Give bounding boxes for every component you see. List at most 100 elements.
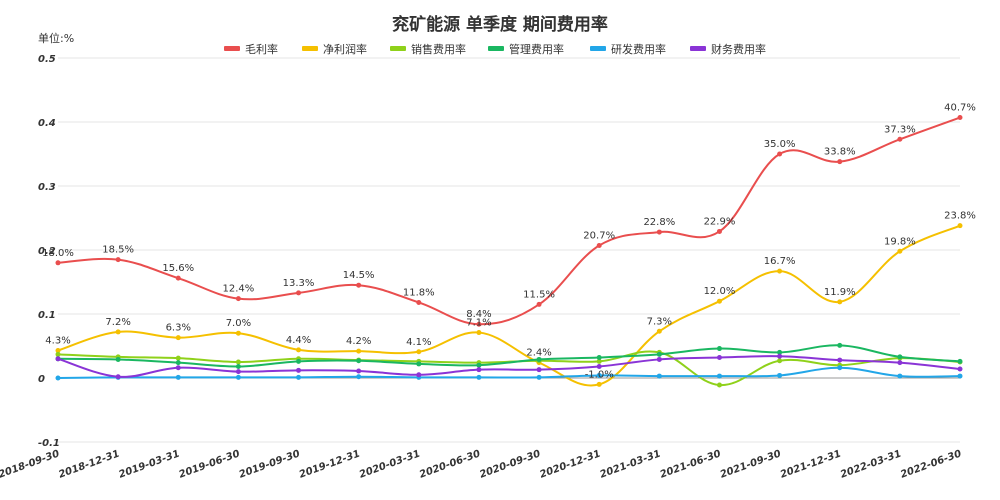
data-point (656, 356, 662, 362)
legend-label: 财务费用率 (711, 42, 766, 56)
legend-item[interactable]: 管理费用率 (488, 42, 564, 56)
x-tick-label: 2020-09-30 (478, 448, 542, 480)
data-label: 4.2% (346, 336, 371, 347)
unit-label: 单位:% (38, 31, 74, 45)
data-label: 12.0% (704, 286, 736, 297)
data-label: 33.8% (824, 147, 856, 158)
data-point (115, 374, 121, 380)
data-point (416, 372, 422, 378)
data-point (356, 348, 362, 354)
data-point (957, 115, 963, 121)
data-point (596, 372, 602, 378)
data-point (897, 354, 903, 360)
data-point (656, 229, 662, 235)
data-label: 11.5% (523, 289, 555, 300)
data-point (356, 374, 362, 380)
data-label: 37.3% (884, 124, 916, 135)
data-point (55, 260, 61, 266)
data-point (897, 360, 903, 366)
data-point (476, 374, 482, 380)
data-label: 35.0% (764, 139, 796, 150)
data-label: 22.8% (643, 217, 675, 228)
legend-label: 毛利率 (245, 42, 278, 56)
legend-item[interactable]: 销售费用率 (390, 42, 466, 56)
data-label: 11.8% (403, 287, 435, 298)
legend-label: 销售费用率 (411, 42, 466, 56)
legend-swatch (224, 46, 240, 51)
data-point (356, 368, 362, 374)
data-point (416, 299, 422, 305)
data-label: 4.1% (406, 337, 431, 348)
data-point (175, 355, 181, 361)
data-point (716, 228, 722, 234)
series-line (55, 353, 963, 380)
data-label: 13.3% (283, 278, 315, 289)
data-label: 18.5% (102, 245, 134, 256)
data-label: 4.4% (286, 335, 311, 346)
x-tick-label: 2021-12-31 (779, 448, 843, 480)
data-point (777, 151, 783, 157)
data-point (897, 136, 903, 142)
data-point (115, 329, 121, 335)
x-tick-label: 2020-03-31 (358, 448, 422, 480)
data-point (416, 349, 422, 355)
y-axis: -0.1 0 0.1 0.2 0.3 0.4 0.5 (38, 54, 60, 449)
legend-item[interactable]: 毛利率 (224, 42, 278, 56)
x-axis: 2018-09-302018-12-312019-03-312019-06-30… (0, 448, 963, 480)
legend-item[interactable]: 研发费用率 (590, 42, 666, 56)
data-label: 8.4% (466, 309, 491, 320)
data-point (115, 356, 121, 362)
data-label: 16.7% (764, 256, 796, 267)
legend-item[interactable]: 净利润率 (302, 42, 367, 56)
x-tick-label: 2021-06-30 (659, 448, 723, 480)
data-point (476, 362, 482, 368)
data-point (716, 298, 722, 304)
x-tick-label: 2019-12-31 (298, 448, 362, 480)
data-point (777, 349, 783, 355)
data-label: 15.6% (162, 263, 194, 274)
legend-item[interactable]: 财务费用率 (690, 42, 766, 56)
data-label: 40.7% (944, 103, 976, 114)
data-label: 4.3% (45, 335, 70, 346)
y-tick-label: 0.1 (38, 310, 56, 321)
data-point (476, 367, 482, 373)
data-point (897, 248, 903, 254)
data-label: 14.5% (343, 270, 375, 281)
legend: 毛利率 净利润率 销售费用率 管理费用率 研发费用率 财务费用率 (224, 42, 766, 56)
x-tick-label: 2019-06-30 (178, 448, 242, 480)
data-label: 19.8% (884, 236, 916, 247)
legend-label: 管理费用率 (509, 42, 564, 56)
legend-swatch (690, 46, 706, 51)
y-tick-label: 0.5 (38, 54, 56, 65)
data-point (656, 328, 662, 334)
data-point (837, 299, 843, 305)
data-label: 22.9% (704, 216, 736, 227)
data-point (296, 358, 302, 364)
data-point (175, 374, 181, 380)
data-point (837, 342, 843, 348)
data-point (777, 358, 783, 364)
data-point (837, 365, 843, 371)
data-point (115, 257, 121, 263)
data-point (235, 330, 241, 336)
data-point (777, 372, 783, 378)
data-point (716, 355, 722, 361)
data-point (777, 353, 783, 359)
data-point (175, 365, 181, 371)
data-point (777, 268, 783, 274)
data-label: 7.2% (105, 317, 130, 328)
data-point (175, 360, 181, 366)
data-label: 6.3% (166, 323, 191, 334)
data-point (55, 351, 61, 357)
data-point (596, 243, 602, 249)
data-point (536, 367, 542, 373)
y-tick-label: 0 (38, 374, 45, 385)
data-point (716, 382, 722, 388)
series-path (57, 355, 961, 378)
legend-swatch (390, 46, 406, 51)
y-tick-label: 0.2 (38, 246, 56, 257)
grid (58, 57, 960, 443)
data-point (55, 347, 61, 353)
x-tick-label: 2018-12-31 (57, 448, 121, 480)
y-tick-label: -0.1 (38, 438, 60, 449)
